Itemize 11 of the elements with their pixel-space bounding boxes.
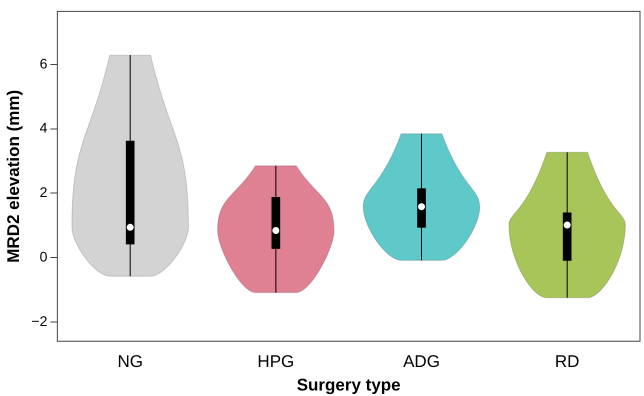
y-axis-title: MRD2 elevation (mm) — [4, 90, 23, 263]
y-tick-label: −2 — [31, 312, 48, 329]
y-tick-label: 2 — [40, 184, 48, 200]
x-tick-label: RD — [554, 352, 580, 372]
y-tick-label: 4 — [40, 120, 48, 136]
x-tick-label: ADG — [403, 352, 440, 372]
x-tick-label: HPG — [257, 352, 294, 372]
x-tick-label: NG — [117, 352, 143, 372]
x-axis-title: Surgery type — [296, 375, 401, 394]
y-tick-label: 6 — [40, 55, 48, 72]
y-tick-label: 0 — [40, 248, 48, 264]
